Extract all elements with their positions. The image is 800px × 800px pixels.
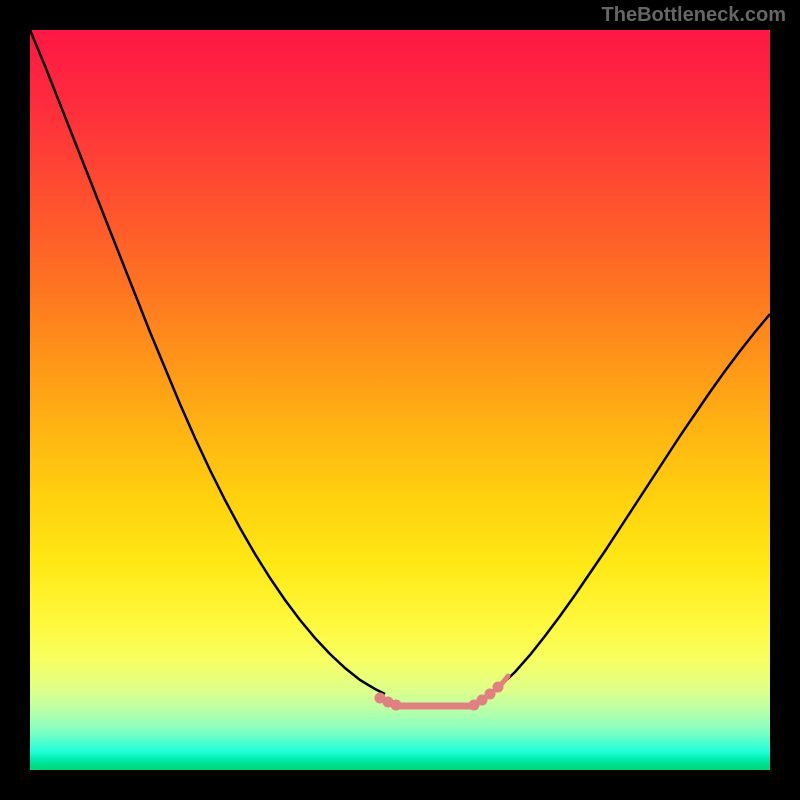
bottleneck-chart bbox=[0, 0, 800, 800]
chart-container: TheBottleneck.com bbox=[0, 0, 800, 800]
plot-background bbox=[30, 30, 770, 770]
watermark-text: TheBottleneck.com bbox=[602, 4, 786, 27]
